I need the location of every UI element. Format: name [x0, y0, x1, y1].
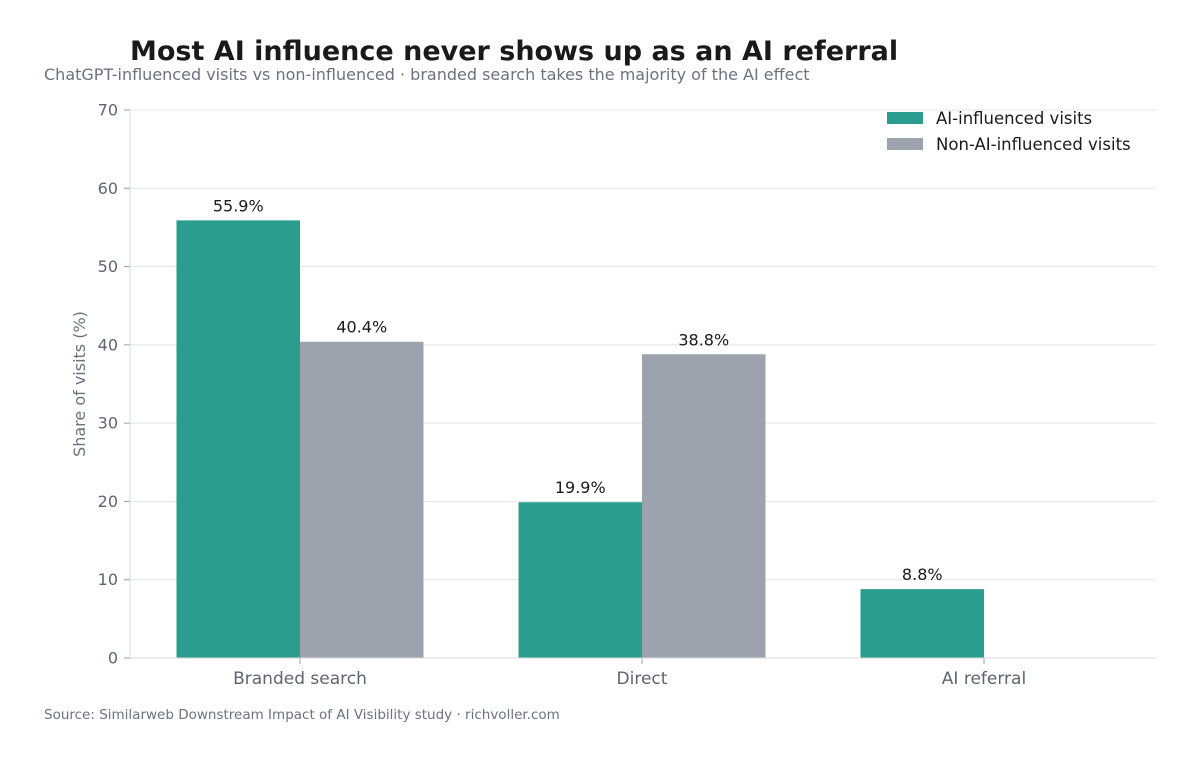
- y-tick-label: 40: [98, 335, 118, 354]
- data-label: 38.8%: [678, 330, 729, 349]
- data-label: 8.8%: [902, 565, 943, 584]
- category-label: AI referral: [942, 669, 1026, 689]
- bar-non-ai-influenced: [300, 341, 424, 658]
- data-label: 55.9%: [213, 196, 264, 215]
- y-tick-label: 60: [98, 179, 118, 198]
- y-tick-label: 70: [98, 101, 118, 120]
- legend-swatch: [887, 138, 923, 150]
- legend: AI-influenced visits Non-AI-influenced vi…: [887, 109, 1131, 154]
- chart-subtitle: ChatGPT-influenced visits vs non-influen…: [44, 65, 810, 84]
- bar-ai-influenced: [860, 589, 984, 658]
- y-tick-label: 30: [98, 414, 118, 433]
- legend-label: Non-AI-influenced visits: [936, 135, 1131, 154]
- data-label: 19.9%: [555, 478, 606, 497]
- y-tick-label: 50: [98, 257, 118, 276]
- data-label: 40.4%: [336, 318, 387, 337]
- category-label: Direct: [617, 669, 668, 689]
- source-note: Source: Similarweb Downstream Impact of …: [44, 707, 560, 723]
- bars: [176, 220, 984, 658]
- category-label: Branded search: [233, 669, 367, 689]
- bar-ai-influenced: [518, 502, 642, 658]
- y-tick-label: 10: [98, 570, 118, 589]
- bar-non-ai-influenced: [642, 354, 766, 658]
- legend-label: AI-influenced visits: [936, 109, 1092, 128]
- axes: 0 10 20 30 40 50 60 70 Share of visits (%) Brande…: [70, 101, 1156, 689]
- bar-ai-influenced: [176, 220, 300, 658]
- y-tick-label: 20: [98, 492, 118, 511]
- y-axis-title: Share of visits (%): [70, 311, 89, 457]
- data-labels: 55.9% 40.4% 19.9% 38.8% 8.8%: [213, 196, 943, 584]
- legend-swatch: [887, 112, 923, 124]
- chart-title: Most AI influence never shows up as an A…: [130, 36, 899, 67]
- y-tick-label: 0: [108, 649, 118, 668]
